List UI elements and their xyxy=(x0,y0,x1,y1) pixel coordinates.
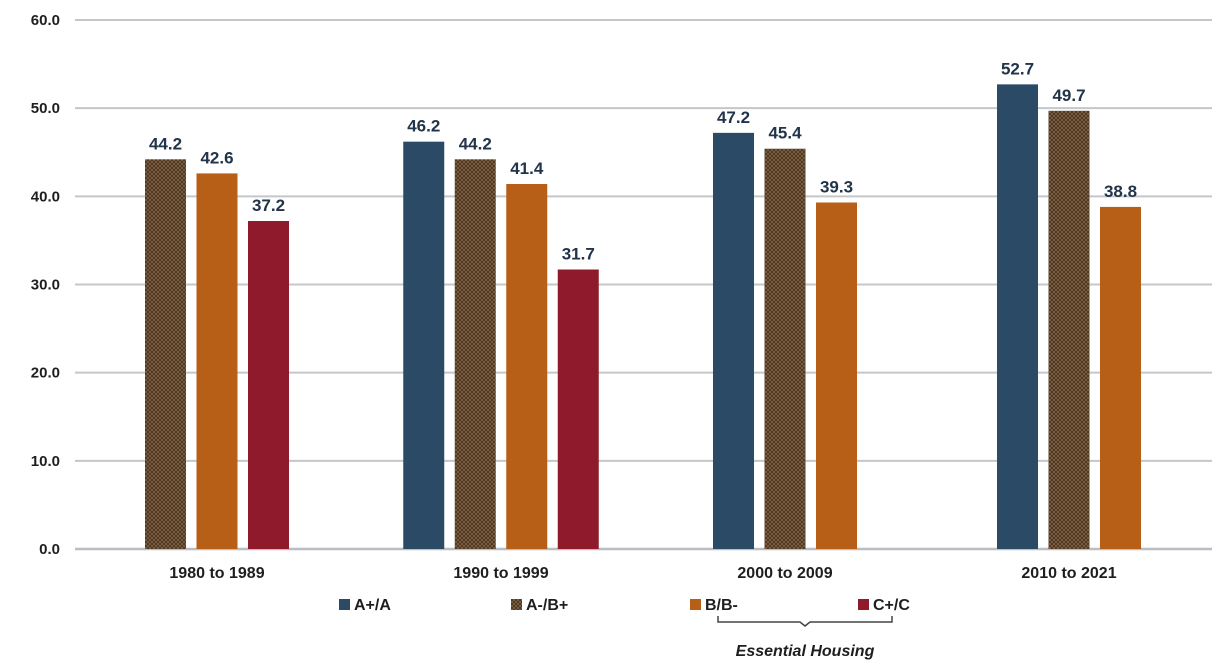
bar xyxy=(506,183,548,550)
bar xyxy=(1100,206,1141,549)
x-tick-label: 1990 to 1999 xyxy=(453,565,548,582)
legend-swatch xyxy=(339,599,350,610)
y-tick-label: 20.0 xyxy=(31,365,60,382)
legend-label: C+/C xyxy=(873,597,910,614)
y-tick-label: 30.0 xyxy=(31,277,60,294)
legend: A+/A A-/B+ B/B- C+/C xyxy=(339,597,910,614)
bar xyxy=(713,132,754,549)
data-label: 38.8 xyxy=(1104,182,1137,201)
data-label: 39.3 xyxy=(820,178,853,197)
legend-label: A-/B+ xyxy=(526,597,568,614)
essential-housing-annotation: Essential Housing xyxy=(717,616,893,660)
data-label: 47.2 xyxy=(717,108,750,127)
bars xyxy=(145,84,1141,550)
gridlines xyxy=(75,19,1212,551)
bar xyxy=(196,173,238,549)
data-label: 46.2 xyxy=(407,117,440,136)
legend-label: B/B- xyxy=(705,597,738,614)
legend-swatch xyxy=(690,599,701,610)
data-label: 41.4 xyxy=(510,159,544,178)
essential-housing-bracket xyxy=(717,616,893,627)
legend-swatch xyxy=(511,599,522,610)
essential-housing-label: Essential Housing xyxy=(736,643,875,660)
bar xyxy=(764,148,806,549)
x-axis: 1980 to 1989 1990 to 1999 2000 to 2009 2010… xyxy=(169,565,1116,582)
y-tick-label: 0.0 xyxy=(39,541,60,558)
data-label: 49.7 xyxy=(1052,86,1085,105)
data-label: 37.2 xyxy=(252,196,285,215)
y-tick-label: 60.0 xyxy=(31,12,60,29)
data-label: 52.7 xyxy=(1001,59,1034,78)
bar xyxy=(145,159,186,549)
y-tick-label: 50.0 xyxy=(31,100,60,117)
data-labels: 44.2 42.6 37.2 46.2 44.2 41.4 31.7 47.2 45.4 39.3… xyxy=(149,59,1137,263)
x-tick-label: 2000 to 2009 xyxy=(737,565,832,582)
bar xyxy=(454,159,496,549)
x-tick-label: 1980 to 1989 xyxy=(169,565,264,582)
x-tick-label: 2010 to 2021 xyxy=(1021,565,1116,582)
bar xyxy=(816,202,857,549)
bar xyxy=(403,141,445,550)
data-label: 44.2 xyxy=(459,134,492,153)
bar xyxy=(557,269,599,549)
y-tick-label: 10.0 xyxy=(31,453,60,470)
data-label: 44.2 xyxy=(149,134,182,153)
y-axis: 0.0 10.0 20.0 30.0 40.0 50.0 60.0 xyxy=(31,12,60,558)
legend-label: A+/A xyxy=(354,597,391,614)
legend-swatch xyxy=(858,599,869,610)
data-label: 42.6 xyxy=(200,148,233,167)
y-tick-label: 40.0 xyxy=(31,188,60,205)
bar xyxy=(997,84,1038,549)
data-label: 45.4 xyxy=(768,124,802,143)
bar xyxy=(1048,110,1090,549)
bar xyxy=(248,221,289,549)
data-label: 31.7 xyxy=(562,245,595,264)
